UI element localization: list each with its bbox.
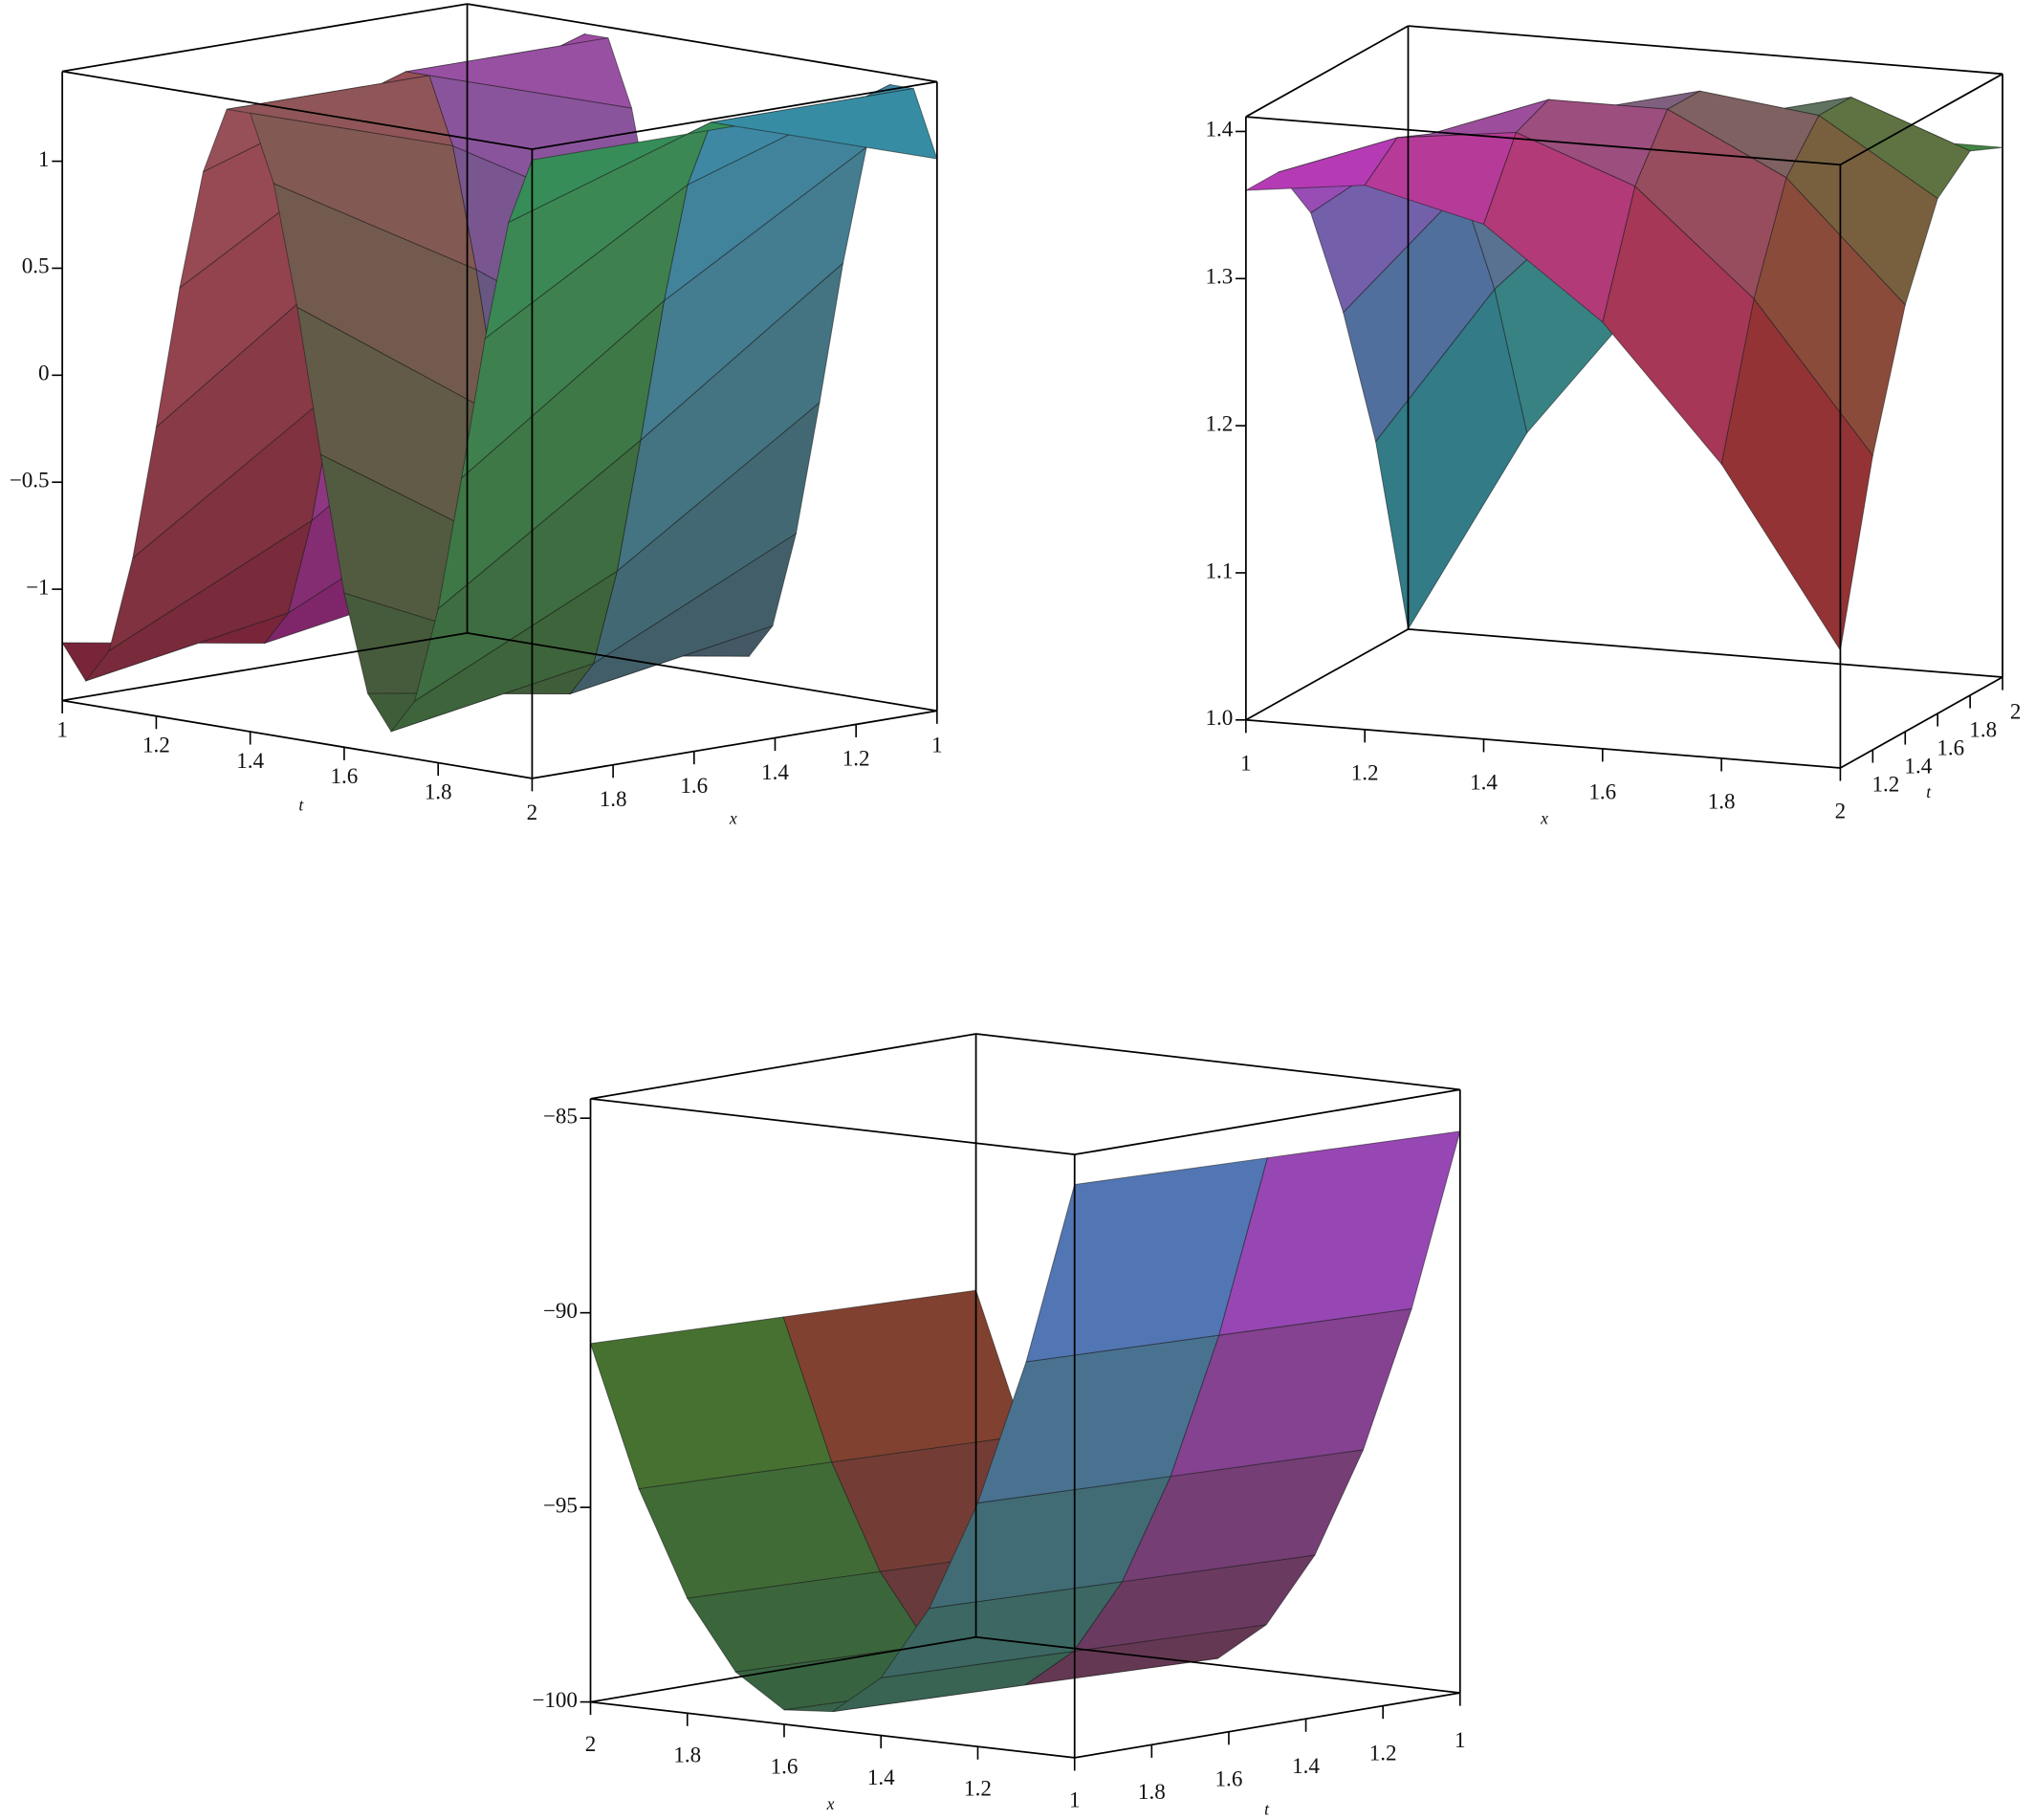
t-tick-label: 2 — [2010, 698, 2022, 723]
box-edge — [975, 1635, 1460, 1694]
x-tick-label: 1 — [1069, 1787, 1081, 1811]
surface-patch — [249, 112, 477, 271]
box-edge — [1408, 627, 2003, 678]
t-tick-label: 1.6 — [1937, 735, 1964, 759]
box-edge — [1245, 25, 1409, 118]
t-tick-label: 1.6 — [331, 763, 359, 788]
t-tick-label: 1.2 — [142, 733, 170, 757]
box-edge — [467, 632, 938, 713]
box-edge — [975, 1033, 1460, 1091]
z-tick-label: −90 — [543, 1298, 578, 1323]
x-tick-label: 1 — [1240, 751, 1252, 776]
t-tick-label: 1.6 — [1215, 1766, 1243, 1791]
box-edge — [1839, 676, 2003, 769]
x-tick-label: 2 — [585, 1731, 597, 1756]
t-axis-label: t — [1926, 782, 1932, 801]
z-tick-label: −100 — [532, 1687, 578, 1712]
t-tick-label: 1.2 — [1872, 771, 1900, 796]
x-tick-label: 1.4 — [1470, 770, 1498, 795]
t-tick-label: 1.4 — [236, 748, 264, 773]
t-tick-label: 1.2 — [1369, 1740, 1397, 1765]
t-axis-label: t — [298, 796, 304, 815]
z-tick-label: −1 — [26, 574, 50, 599]
z-tick-label: 0.5 — [22, 253, 50, 278]
surface-plot: −100 −95 −90 −85 1 1.2 1.4 1.6 1.8 2 1 1.2 1.4 1.6 1.8… — [532, 1033, 1466, 1819]
x-tick-label: 1.8 — [1708, 789, 1736, 814]
box-edge — [532, 80, 938, 150]
box-edge — [61, 632, 468, 702]
t-tick-label: 1.8 — [1138, 1779, 1166, 1804]
box-edge — [590, 1700, 1075, 1759]
z-tick-label: 1 — [38, 146, 50, 171]
t-tick-label: 1.4 — [1292, 1753, 1320, 1778]
box-edge — [1839, 73, 2003, 166]
x-tick-label: 2 — [527, 800, 538, 824]
x-tick-label: 1.8 — [600, 786, 627, 811]
box-edge — [61, 70, 533, 150]
z-tick-label: 1.4 — [1205, 117, 1233, 142]
box-edge — [1245, 116, 1841, 166]
box-edge — [1074, 1088, 1460, 1156]
t-tick-label: 1.8 — [1969, 716, 1997, 741]
x-axis-label: x — [826, 1794, 835, 1813]
surface-patch — [1482, 131, 1636, 323]
z-tick-label: −95 — [543, 1492, 578, 1517]
box-edge — [590, 1033, 976, 1100]
box-edge — [467, 3, 938, 83]
z-tick-label: −85 — [543, 1104, 578, 1129]
surface-patch — [1025, 1157, 1268, 1363]
x-axis-label: x — [729, 808, 737, 827]
x-tick-label: 1.8 — [673, 1743, 701, 1767]
x-tick-label: 1.6 — [771, 1753, 799, 1778]
box-edge — [61, 699, 533, 779]
box-edge — [590, 1635, 976, 1703]
box-edge — [532, 710, 938, 779]
t-tick-label: 1 — [1455, 1727, 1466, 1752]
z-tick-label: 1.1 — [1205, 558, 1233, 582]
x-tick-label: 2 — [1835, 799, 1847, 823]
z-tick-label: −0.5 — [10, 468, 50, 493]
x-tick-label: 1.6 — [680, 773, 708, 798]
x-tick-label: 1.2 — [964, 1776, 992, 1801]
x-tick-label: 1.2 — [842, 746, 870, 771]
surface-plot: −1 −0.5 0 0.5 1 1 1.2 1.4 1.6 1.8 2 1 1.2 1.4 1.6 1.8 x t — [10, 3, 943, 827]
t-tick-label: 1 — [56, 716, 68, 741]
t-axis-label: t — [1264, 1800, 1270, 1819]
z-tick-label: 1.0 — [1205, 705, 1233, 730]
box-edge — [1245, 718, 1841, 769]
box-edge — [1408, 25, 2003, 76]
x-axis-label: x — [1540, 808, 1548, 827]
surface-plot: 1.01.11.21.31.41 1.2 1.4 1.6 1.8 21.21.41.61.… — [1205, 25, 2022, 827]
box-edge — [1074, 1692, 1460, 1759]
x-tick-label: 1.4 — [761, 759, 789, 784]
t-tick-label: 1.4 — [1904, 753, 1932, 778]
x-tick-label: 1.4 — [867, 1765, 895, 1789]
z-tick-label: 1.2 — [1205, 410, 1233, 435]
t-tick-label: 1.8 — [425, 778, 452, 803]
box-edge — [590, 1097, 1075, 1156]
z-tick-label: 1.3 — [1205, 264, 1233, 289]
box-edge — [1245, 628, 1409, 721]
box-edge — [61, 3, 468, 73]
x-tick-label: 1 — [931, 733, 943, 757]
x-tick-label: 1.2 — [1351, 760, 1379, 785]
z-tick-label: 0 — [38, 361, 50, 385]
x-tick-label: 1.6 — [1588, 779, 1616, 804]
